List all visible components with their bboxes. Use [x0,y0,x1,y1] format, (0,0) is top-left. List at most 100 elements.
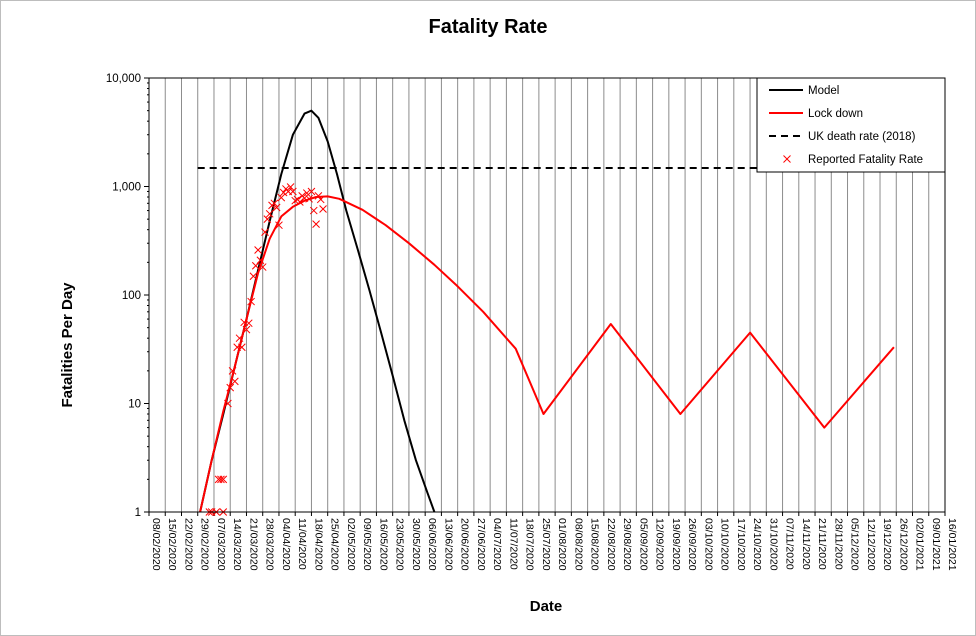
x-tick-label: 09/01/2021 [930,518,942,571]
x-tick-label: 29/08/2020 [621,518,633,571]
legend-label: UK death rate (2018) [808,131,916,143]
y-tick-label: 1,000 [112,182,141,194]
x-tick-label: 27/06/2020 [475,518,487,571]
data-point [279,188,288,197]
legend-item: Model [769,85,839,97]
x-tick-label: 17/10/2020 [735,518,747,571]
x-tick-label: 28/03/2020 [264,518,276,571]
legend-label: Model [808,85,839,97]
data-point [312,220,320,228]
x-tick-label: 20/06/2020 [459,518,471,571]
data-point [240,318,249,327]
legend-box [756,77,946,173]
x-tick-label: 04/07/2020 [491,518,503,571]
x-tick-label: 07/11/2020 [784,518,796,570]
x-tick-label: 08/08/2020 [572,518,584,571]
x-tick-label: 14/03/2020 [231,518,243,571]
x-tick-label: 05/12/2020 [849,518,861,571]
x-axis-title: Date [530,598,563,615]
x-tick-label: 01/08/2020 [556,518,568,571]
data-point [235,334,244,343]
x-tick-label: 16/01/2021 [946,518,958,571]
x-tick-label: 25/07/2020 [540,518,552,571]
legend-swatch [783,155,791,163]
data-point [307,187,316,196]
data-point [237,343,246,352]
x-tick-label: 28/11/2020 [832,518,844,570]
y-tick-label: 100 [122,290,141,302]
legend-item: Lock down [769,108,863,120]
plot-area-border [148,77,946,513]
x-tick-label: 21/11/2020 [816,518,828,570]
x-tick-label: 19/09/2020 [670,518,682,571]
data-point [295,198,304,206]
series-group [197,109,895,516]
x-axis-ticks: 08/02/2020 15/02/2020 22/02/2020 29/02/2020… [148,512,958,571]
data-point [224,399,232,408]
x-tick-label: 10/10/2020 [719,518,731,571]
x-tick-label: 09/05/2020 [361,518,373,571]
x-tick-label: 25/04/2020 [329,518,341,571]
x-tick-label: 29/02/2020 [199,518,211,571]
x-tick-label: 18/04/2020 [312,518,324,571]
legend: Model Lock down UK death rate (2018) Report… [756,77,946,173]
data-point [286,183,295,191]
data-point [249,272,258,281]
plot-area-frame [148,77,946,513]
x-tick-label: 04/04/2020 [280,518,292,571]
data-point [277,193,286,202]
data-point [265,209,274,218]
x-tick-label: 21/03/2020 [247,518,259,571]
x-tick-label: 15/08/2020 [589,518,601,571]
x-tick-label: 12/12/2020 [865,518,877,571]
data-point [244,319,253,328]
y-tick-label: 10 [128,399,141,411]
x-tick-label: 03/10/2020 [702,518,714,571]
data-point [228,366,237,375]
data-point [272,203,281,212]
x-tick-label: 02/05/2020 [345,518,357,571]
data-point [275,221,283,230]
x-tick-label: 02/01/2021 [914,518,926,571]
legend-item: UK death rate (2018) [769,131,916,143]
x-tick-label: 22/08/2020 [605,518,617,571]
x-tick-label: 13/06/2020 [442,518,454,571]
x-tick-label: 11/04/2020 [296,518,308,570]
x-tick-label: 18/07/2020 [524,518,536,571]
x-tick-label: 07/03/2020 [215,518,227,571]
data-point [251,261,260,270]
legend-item: Reported Fatality Rate [783,154,923,166]
data-point [247,297,255,306]
data-point [261,228,269,236]
y-tick-label: 10,000 [106,73,141,85]
data-point [309,206,318,215]
data-point [256,256,265,265]
legend-label: Reported Fatality Rate [808,154,923,166]
y-axis-ticks: 1 10 100 1,000 10,000 [106,73,149,519]
x-tick-label: 22/02/2020 [182,518,194,571]
data-point [231,377,239,386]
x-tick-label: 06/06/2020 [426,518,438,571]
data-point [242,325,251,334]
x-tick-label: 30/05/2020 [410,518,422,571]
legend-label: Lock down [808,108,863,120]
data-point [319,205,327,213]
x-tick-label: 15/02/2020 [166,518,178,571]
data-point [258,263,267,271]
x-tick-label: 16/05/2020 [377,518,389,571]
data-point [217,475,225,484]
x-tick-label: 24/10/2020 [751,518,763,571]
data-point [219,475,228,484]
data-point [291,196,300,205]
x-tick-label: 23/05/2020 [394,518,406,571]
x-tick-label: 11/07/2020 [507,518,519,570]
x-tick-label: 05/09/2020 [637,518,649,571]
data-point [263,215,272,224]
x-tick-label: 31/10/2020 [767,518,779,571]
chart-title: Fatality Rate [429,16,548,38]
data-point [316,195,325,204]
y-tick-label: 1 [135,507,141,519]
data-point [289,187,297,196]
x-tick-label: 08/02/2020 [150,518,162,571]
